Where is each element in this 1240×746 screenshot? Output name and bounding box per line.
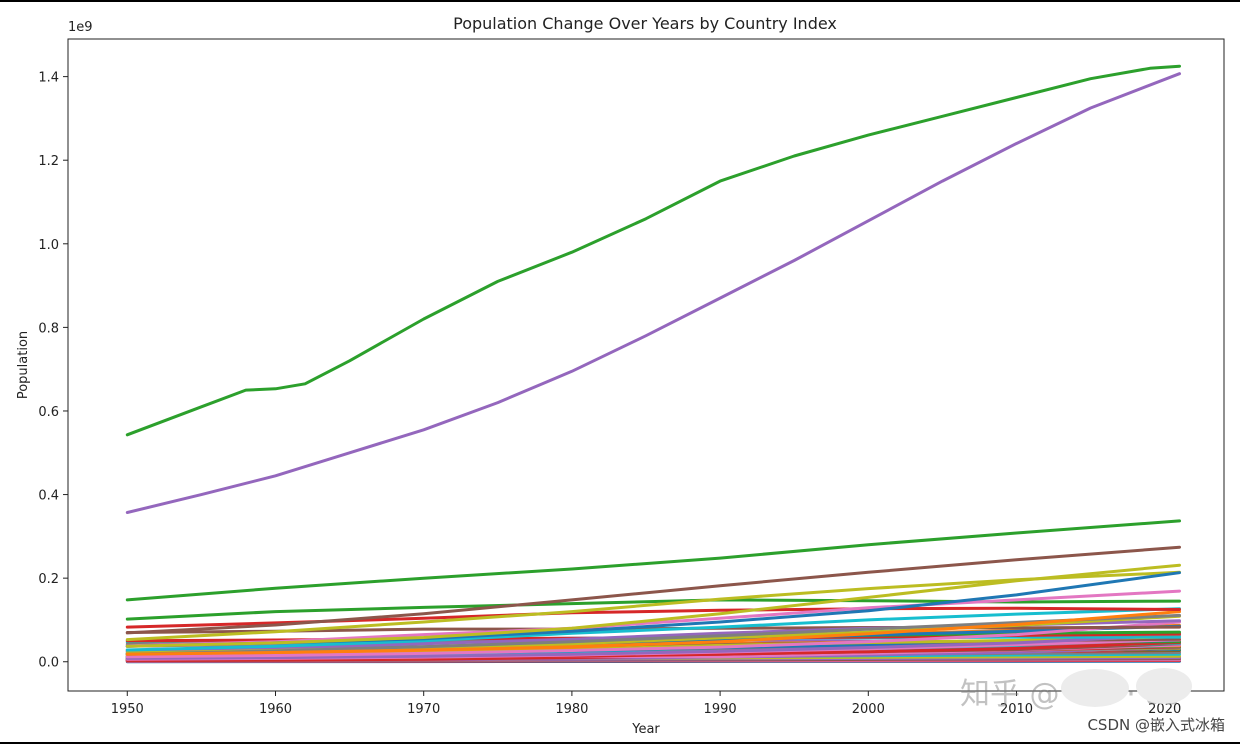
y-tick-label: 1.0 [38, 238, 59, 253]
y-tick-label: 0.0 [38, 656, 59, 671]
x-tick-label: 1970 [407, 702, 440, 717]
y-tick-label: 0.2 [38, 572, 59, 587]
x-axis-label: Year [631, 722, 660, 737]
csdn-watermark: CSDN @嵌入式冰箱 [1087, 716, 1225, 734]
x-tick-label: 1960 [259, 702, 292, 717]
x-tick-label: 1990 [704, 702, 737, 717]
y-tick-label: 0.8 [38, 321, 59, 336]
y-axis-offset-label: 1e9 [68, 20, 93, 35]
series-line [127, 74, 1179, 513]
blur-patch-2 [1136, 668, 1192, 704]
x-tick-label: 2000 [852, 702, 885, 717]
series-layer [127, 66, 1179, 662]
y-tick-label: 0.4 [38, 489, 59, 504]
blur-patch-1 [1061, 669, 1129, 707]
x-tick-label: 1980 [555, 702, 588, 717]
y-tick-label: 1.4 [38, 71, 59, 86]
y-tick-label: 1.2 [38, 154, 59, 169]
y-tick-label: 0.6 [38, 405, 59, 420]
y-axis-label: Population [16, 331, 31, 399]
x-tick-label: 1950 [111, 702, 144, 717]
series-line [127, 66, 1179, 435]
chart-title: Population Change Over Years by Country … [453, 14, 837, 33]
y-axis: 0.0 0.2 0.4 0.6 0.8 1.0 1.2 1.4 [38, 71, 68, 671]
